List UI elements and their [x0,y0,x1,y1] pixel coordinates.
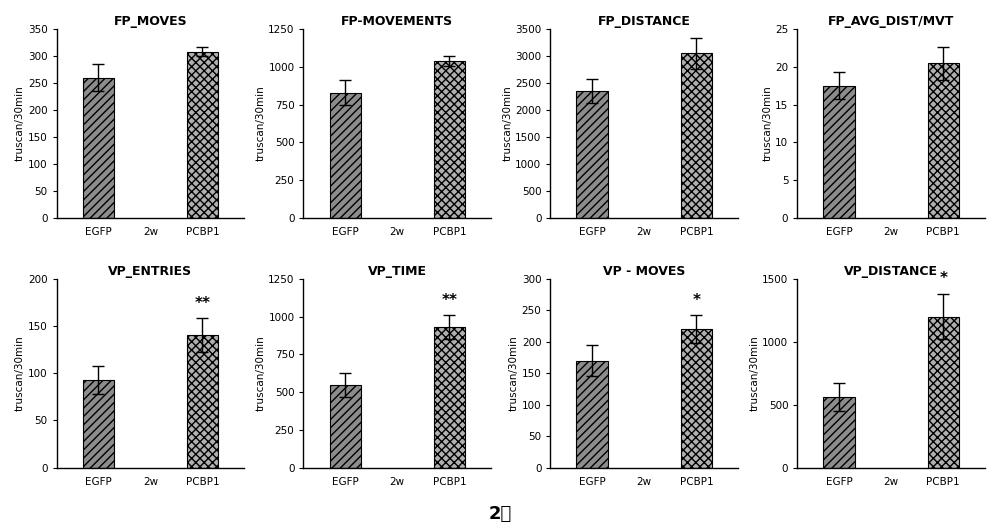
Title: FP-MOVEMENTS: FP-MOVEMENTS [341,15,453,28]
Bar [434,327,465,468]
Bar [928,317,959,468]
Title: VP_TIME: VP_TIME [368,265,427,278]
Y-axis label: truscan/30min: truscan/30min [15,335,25,411]
Text: 2周: 2周 [488,505,512,523]
Bar [681,53,712,218]
Text: **: ** [194,296,210,311]
Bar [330,92,361,218]
Bar [187,52,218,218]
Bar [823,86,855,218]
Y-axis label: truscan/30min: truscan/30min [255,86,265,162]
Bar [330,385,361,468]
Bar [576,91,608,218]
Bar [83,78,114,218]
Y-axis label: truscan/30min: truscan/30min [502,86,512,162]
Title: VP - MOVES: VP - MOVES [603,265,685,278]
Text: *: * [692,293,700,308]
Y-axis label: truscan/30min: truscan/30min [509,335,519,411]
Y-axis label: truscan/30min: truscan/30min [762,86,772,162]
Bar [681,329,712,468]
Bar [928,63,959,218]
Title: FP_AVG_DIST/MVT: FP_AVG_DIST/MVT [828,15,954,28]
Title: FP_DISTANCE: FP_DISTANCE [598,15,691,28]
Bar [187,335,218,468]
Bar [83,380,114,468]
Y-axis label: truscan/30min: truscan/30min [255,335,265,411]
Y-axis label: truscan/30min: truscan/30min [15,86,25,162]
Title: FP_MOVES: FP_MOVES [114,15,187,28]
Title: VP_ENTRIES: VP_ENTRIES [108,265,192,278]
Text: *: * [939,271,947,286]
Title: VP_DISTANCE: VP_DISTANCE [844,265,938,278]
Bar [576,361,608,468]
Bar [434,61,465,218]
Text: **: ** [441,293,457,307]
Y-axis label: truscan/30min: truscan/30min [749,335,759,411]
Bar [823,397,855,468]
